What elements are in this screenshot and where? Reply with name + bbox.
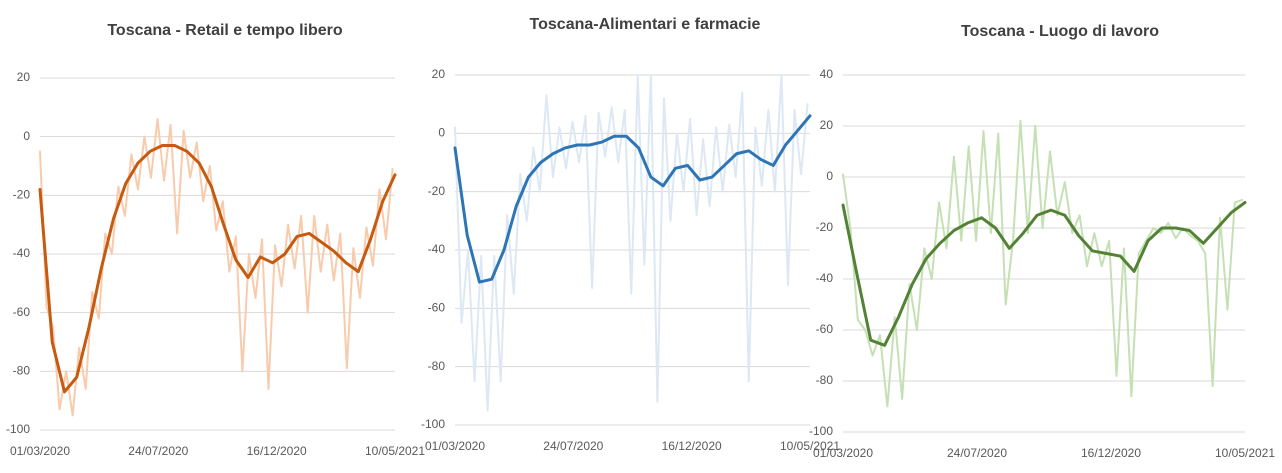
y-tick-label: -60 bbox=[816, 322, 834, 336]
y-tick-label: -100 bbox=[6, 422, 30, 436]
series-line bbox=[39, 118, 394, 417]
x-tick-label: 10/05/2021 bbox=[1215, 446, 1275, 460]
y-tick-label: 20 bbox=[17, 70, 31, 84]
y-tick-label: 20 bbox=[432, 67, 446, 81]
y-tick-label: -20 bbox=[428, 184, 446, 198]
x-tick-label: 01/03/2020 bbox=[813, 446, 873, 460]
y-tick-label: -100 bbox=[421, 417, 445, 431]
x-tick-label: 10/05/2021 bbox=[365, 444, 425, 458]
y-tick-label: 20 bbox=[820, 118, 834, 132]
y-tick-label: -80 bbox=[428, 359, 446, 373]
series-line bbox=[453, 114, 812, 284]
chart-title: Toscana-Alimentari e farmacie bbox=[530, 16, 761, 33]
y-tick-label: 0 bbox=[23, 129, 30, 143]
x-tick-label: 01/03/2020 bbox=[10, 444, 70, 458]
x-tick-label: 16/12/2020 bbox=[247, 444, 307, 458]
x-tick-label: 16/12/2020 bbox=[1081, 446, 1141, 460]
chart-title: Toscana - Luogo di lavoro bbox=[961, 23, 1159, 40]
x-tick-label: 24/07/2020 bbox=[128, 444, 188, 458]
y-tick-label: -60 bbox=[428, 301, 446, 315]
series-line bbox=[841, 201, 1247, 347]
x-tick-label: 01/03/2020 bbox=[425, 439, 485, 453]
y-tick-label: -100 bbox=[809, 424, 833, 438]
y-tick-label: 0 bbox=[438, 126, 445, 140]
y-tick-label: -40 bbox=[428, 242, 446, 256]
y-tick-label: 40 bbox=[820, 67, 834, 81]
y-tick-label: -40 bbox=[13, 246, 31, 260]
x-tick-label: 10/05/2021 bbox=[780, 439, 840, 453]
series-line bbox=[842, 119, 1244, 408]
y-tick-label: 0 bbox=[826, 169, 833, 183]
x-tick-label: 24/07/2020 bbox=[947, 446, 1007, 460]
y-tick-label: -80 bbox=[816, 373, 834, 387]
series-line bbox=[38, 143, 397, 394]
y-tick-label: -80 bbox=[13, 364, 31, 378]
x-tick-label: 16/12/2020 bbox=[662, 439, 722, 453]
y-tick-label: -60 bbox=[13, 305, 31, 319]
chart-title: Toscana - Retail e tempo libero bbox=[107, 22, 343, 39]
series-line bbox=[454, 74, 809, 412]
y-tick-label: -20 bbox=[816, 220, 834, 234]
y-tick-label: -20 bbox=[13, 188, 31, 202]
y-tick-label: -40 bbox=[816, 271, 834, 285]
x-tick-label: 24/07/2020 bbox=[543, 439, 603, 453]
